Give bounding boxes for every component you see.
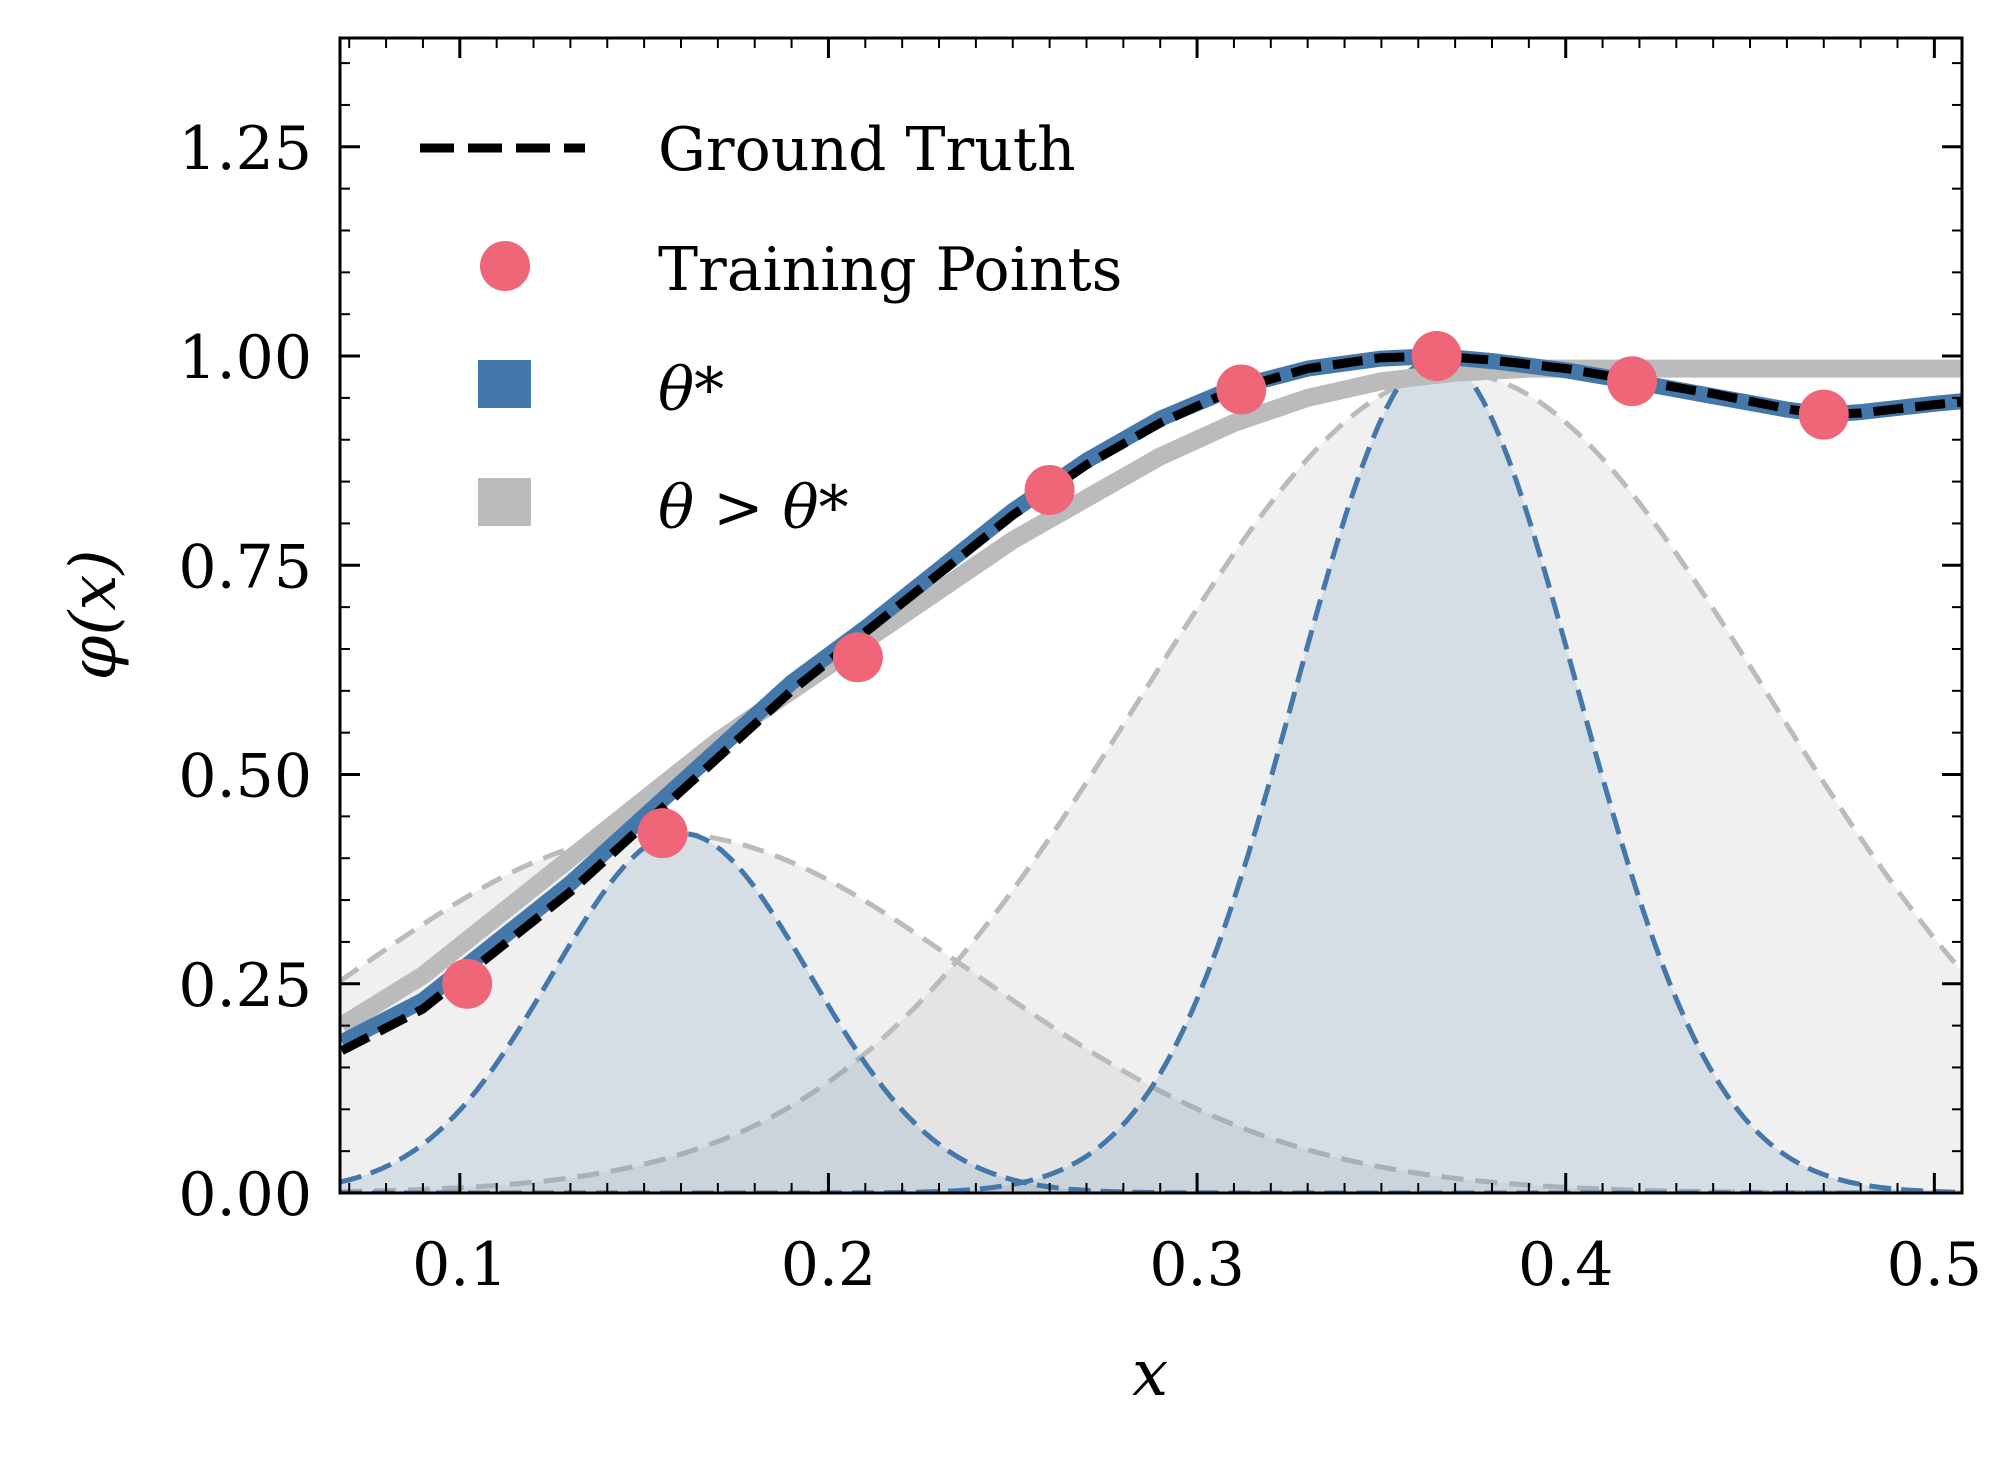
legend-theta-gt-swatch — [478, 478, 531, 526]
training-point — [1024, 465, 1075, 515]
x-axis-label: x — [1132, 1337, 1168, 1411]
y-tick-label: 0.75 — [178, 532, 312, 602]
theta-gt-basis-curve-1 — [340, 370, 1962, 1193]
axis-ticks — [340, 38, 1962, 1195]
y-tick-label: 0.25 — [178, 951, 312, 1021]
legend-ground-truth-label: Ground Truth — [658, 115, 1076, 185]
theta-star-basis-fill-1 — [340, 356, 1962, 1193]
x-tick-label: 0.2 — [781, 1230, 876, 1300]
axis-tick-labels: 0.1 0.2 0.3 0.4 0.5 0.00 0.25 0.50 0.75 1.00 1.25 — [178, 114, 1982, 1300]
training-point — [442, 958, 493, 1009]
training-point — [637, 808, 688, 859]
x-tick-label: 0.1 — [412, 1230, 507, 1300]
legend-theta-gt-label: θ > θ* — [658, 473, 849, 543]
training-point — [1607, 356, 1658, 407]
theta-gt-basis-fill-1 — [340, 372, 1962, 1193]
legend-training-points-swatch — [480, 241, 530, 291]
theta-gt-basis-fill-0 — [340, 833, 1962, 1193]
x-tick-label: 0.3 — [1149, 1230, 1244, 1300]
training-point — [832, 632, 883, 683]
training-point — [1216, 364, 1267, 415]
y-tick-label: 0.00 — [178, 1160, 312, 1230]
legend-training-points-label: Training Points — [658, 235, 1122, 305]
y-tick-label: 0.50 — [178, 742, 312, 812]
legend-theta-star-label: θ* — [658, 355, 724, 425]
theta-star-basis-fill-0 — [340, 833, 1962, 1193]
training-point — [1798, 389, 1849, 440]
y-axis-label: φ(x) — [57, 550, 131, 681]
y-tick-label: 1.00 — [178, 323, 312, 393]
x-tick-label: 0.5 — [1887, 1230, 1982, 1300]
theta-gt-fit-line — [340, 359, 1962, 1034]
training-points-group — [442, 331, 1849, 1009]
x-tick-label: 0.4 — [1518, 1230, 1613, 1300]
legend-theta-star-swatch — [478, 360, 531, 408]
theta-star-basis-curve-1 — [340, 353, 1962, 1193]
training-point — [1411, 331, 1462, 381]
y-tick-label: 1.25 — [178, 114, 312, 184]
legend: Ground Truth Training Points θ* θ > θ* — [420, 115, 1122, 543]
plot-frame — [338, 36, 1964, 1195]
